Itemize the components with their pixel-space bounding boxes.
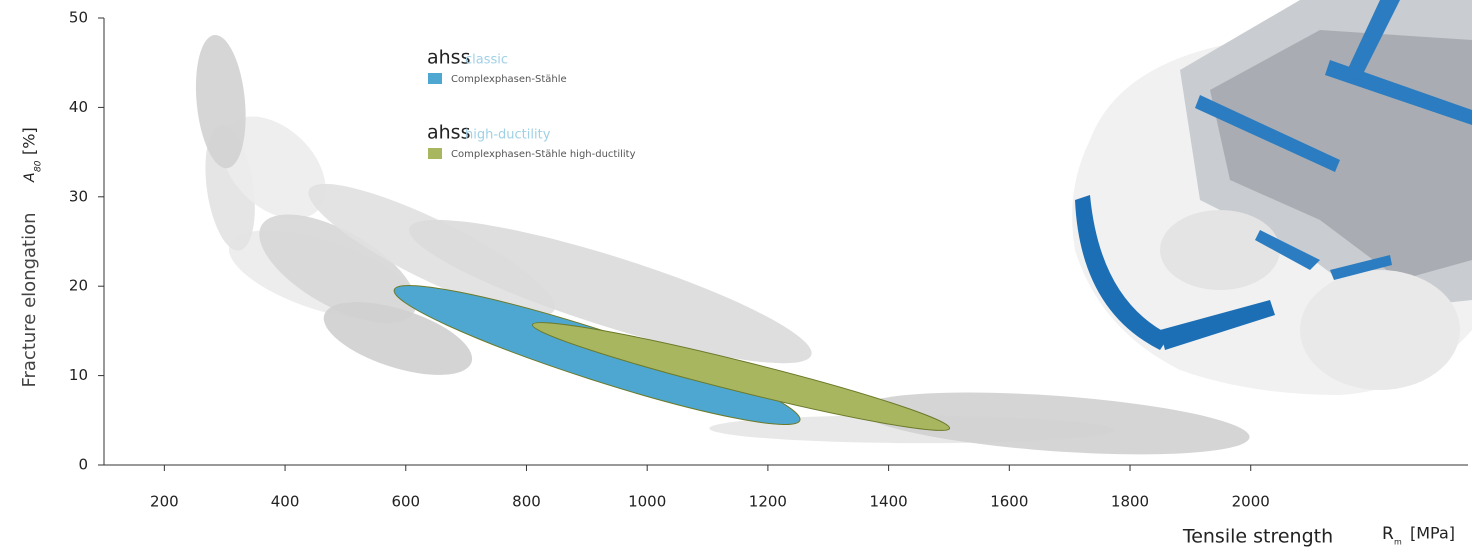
x-tick-label: 1600 <box>990 493 1028 511</box>
y-axis-symbol: A <box>22 172 38 183</box>
y-tick-label: 20 <box>69 277 88 295</box>
legend-swatch <box>428 148 442 159</box>
legend-brand: ahss <box>427 47 470 69</box>
x-tick-label: 1000 <box>628 493 666 511</box>
y-tick-label: 0 <box>78 456 88 474</box>
legend-label: Complexphasen-Stähle high-ductility <box>451 149 636 160</box>
legend-label: Complexphasen-Stähle <box>451 74 567 85</box>
legend-group: high-ductility <box>465 128 551 143</box>
region <box>409 219 812 364</box>
y-tick-label: 40 <box>69 98 88 116</box>
legend-swatch <box>428 73 442 84</box>
y-tick-label: 30 <box>69 187 88 205</box>
y-tick-label: 10 <box>69 366 88 384</box>
y-axis-symbol-sub: 80 <box>34 160 44 172</box>
plot: 200 400 600 800 1000 1200 1400 1600 1800 2000 0 10 2… <box>69 9 1468 511</box>
legend-brand: ahss <box>427 122 470 144</box>
x-tick-label: 200 <box>150 493 179 511</box>
x-tick-label: 800 <box>512 493 541 511</box>
x-axis-unit: [MPa] <box>1410 524 1455 543</box>
car-illustration <box>1072 0 1472 395</box>
y-axis-label: Fracture elongation <box>19 212 40 387</box>
x-tick-label: 600 <box>391 493 420 511</box>
y-axis-unit: [%] <box>20 127 39 155</box>
y-tick-label: 50 <box>69 9 88 27</box>
legend-group: classic <box>465 53 508 68</box>
region <box>195 34 246 169</box>
region <box>221 116 326 219</box>
legend: ahssclassicComplexphasen-Stähleahsshigh-… <box>427 47 636 161</box>
x-tick-label: 1200 <box>749 493 787 511</box>
x-axis-label: Tensile strength <box>1182 526 1333 548</box>
range-ellipse <box>531 322 951 431</box>
x-tick-label: 1400 <box>870 493 908 511</box>
x-axis-symbol: R <box>1382 524 1394 544</box>
x-tick-label: 2000 <box>1232 493 1270 511</box>
region <box>259 214 417 324</box>
region <box>859 392 1250 455</box>
x-tick-label: 1800 <box>1111 493 1149 511</box>
x-axis-symbol-sub: m <box>1394 538 1402 547</box>
x-tick-label: 400 <box>271 493 300 511</box>
region <box>323 302 473 375</box>
